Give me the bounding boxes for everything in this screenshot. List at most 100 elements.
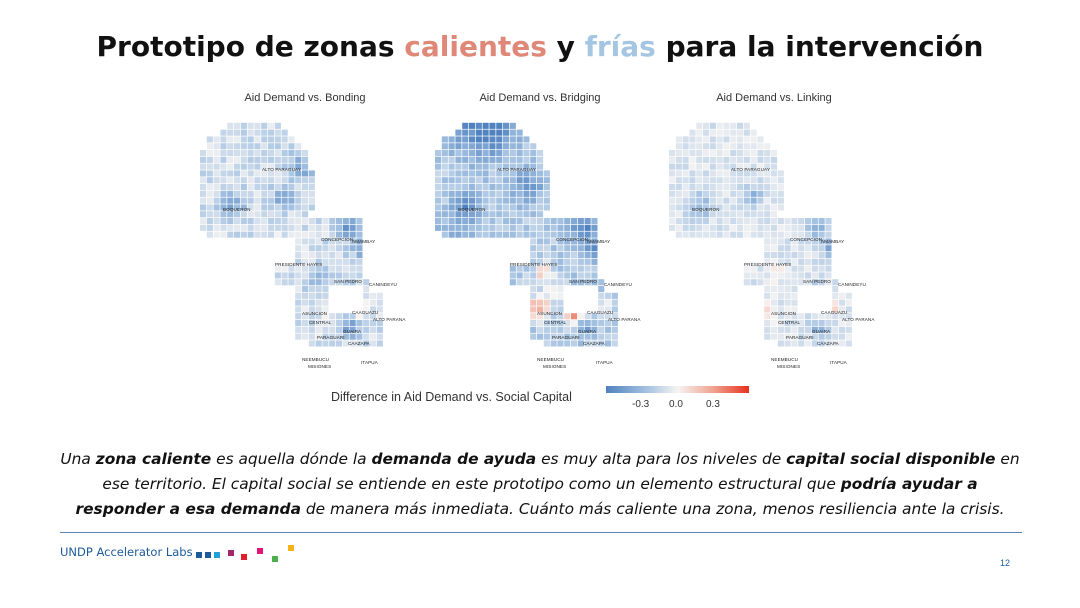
- heatmap-cell: [448, 163, 455, 170]
- heatmap-cell: [315, 320, 322, 327]
- heatmap-cell: [516, 136, 523, 143]
- heatmap-cell: [557, 231, 564, 238]
- heatmap-cell: [764, 252, 771, 259]
- heatmap-cell: [509, 177, 516, 184]
- heatmap-cell: [240, 170, 247, 177]
- map-panel-linking: Aid Demand vs. Linking ALTO PARAGUAY BOQU…: [649, 88, 899, 378]
- heatmap-cell: [455, 204, 462, 211]
- heatmap-cell: [696, 224, 703, 231]
- heatmap-cell: [777, 197, 784, 204]
- heatmap-cell: [315, 340, 322, 347]
- heatmap-cell: [336, 326, 343, 333]
- heatmap-cell: [764, 211, 771, 218]
- heatmap-cell: [213, 150, 220, 157]
- heatmap-cell: [268, 150, 275, 157]
- heatmap-cell: [227, 190, 234, 197]
- heatmap-cell: [295, 320, 302, 327]
- heatmap-cell: [825, 279, 832, 286]
- heatmap-cell: [376, 326, 383, 333]
- heatmap-cell: [308, 252, 315, 259]
- heatmap-cell: [281, 177, 288, 184]
- heatmap-cell: [503, 224, 510, 231]
- heatmap-cell: [336, 218, 343, 225]
- heatmap-cell: [730, 177, 737, 184]
- heatmap-cell: [791, 320, 798, 327]
- heatmap-cell: [584, 258, 591, 265]
- heatmap-cell: [605, 340, 612, 347]
- heatmap-cell: [811, 340, 818, 347]
- heatmap-cell: [213, 224, 220, 231]
- region-label: PARAGUARI: [552, 335, 580, 340]
- heatmap-cell: [530, 156, 537, 163]
- heatmap-cell: [363, 320, 370, 327]
- heatmap-cell: [764, 190, 771, 197]
- heatmap-cell: [475, 211, 482, 218]
- heatmap-cell: [268, 177, 275, 184]
- heatmap-cell: [448, 211, 455, 218]
- heatmap-cell: [315, 286, 322, 293]
- heatmap-cell: [737, 136, 744, 143]
- heatmap-cell: [489, 197, 496, 204]
- heatmap-cell: [469, 190, 476, 197]
- heatmap-cell: [716, 156, 723, 163]
- heatmap-cell: [703, 218, 710, 225]
- heatmap-cell: [342, 279, 349, 286]
- heatmap-cell: [227, 231, 234, 238]
- heatmap-cell: [675, 163, 682, 170]
- heatmap-cell: [791, 326, 798, 333]
- heatmap-cell: [308, 258, 315, 265]
- heatmap-cell: [791, 252, 798, 259]
- heatmap-cell: [723, 184, 730, 191]
- heatmap-cell: [268, 218, 275, 225]
- heatmap-cell: [462, 163, 469, 170]
- heatmap-cell: [363, 313, 370, 320]
- heatmap-cell: [805, 320, 812, 327]
- heatmap-cell: [288, 150, 295, 157]
- heatmap-cell: [591, 320, 598, 327]
- heatmap-cell: [274, 204, 281, 211]
- heatmap-cell: [550, 286, 557, 293]
- heatmap-cell: [308, 184, 315, 191]
- heatmap-cell: [805, 258, 812, 265]
- heatmap-cell: [743, 184, 750, 191]
- heatmap-cell: [530, 177, 537, 184]
- heatmap-cell: [268, 211, 275, 218]
- heatmap-cell: [730, 197, 737, 204]
- heatmap-cell: [571, 320, 578, 327]
- heatmap-cell: [675, 143, 682, 150]
- heatmap-cell: [376, 292, 383, 299]
- heatmap-cell: [469, 136, 476, 143]
- heatmap-cell: [435, 184, 442, 191]
- heatmap-cell: [777, 292, 784, 299]
- heatmap-cell: [455, 177, 462, 184]
- brand-square: [196, 552, 202, 558]
- heatmap-cell: [482, 211, 489, 218]
- heatmap-cell: [254, 204, 261, 211]
- heatmap-cell: [689, 170, 696, 177]
- heatmap-cell: [254, 143, 261, 150]
- heatmap-cell: [611, 340, 618, 347]
- heatmap-cell: [743, 163, 750, 170]
- heatmap-cell: [261, 184, 268, 191]
- heatmap-cell: [281, 150, 288, 157]
- heatmap-cell: [839, 306, 846, 313]
- heatmap-cell: [757, 177, 764, 184]
- heatmap-cell: [530, 238, 537, 245]
- heatmap-cell: [475, 150, 482, 157]
- heatmap-cell: [584, 340, 591, 347]
- heatmap-cell: [771, 265, 778, 272]
- region-label: ALTO PARANA: [373, 317, 406, 322]
- heatmap-cell: [274, 170, 281, 177]
- region-label: BOQUERON: [458, 207, 486, 212]
- heatmap-cell: [696, 136, 703, 143]
- heatmap-cell: [584, 252, 591, 259]
- heatmap-cell: [475, 197, 482, 204]
- map-panel-bridging: Aid Demand vs. Bridging ALTO PARAGUAY BOQ…: [415, 88, 665, 378]
- heatmap-cell: [342, 218, 349, 225]
- region-label: SAN PEDRO: [334, 279, 362, 284]
- heatmap-cell: [503, 156, 510, 163]
- heatmap-cell: [261, 129, 268, 136]
- heatmap-cell: [543, 326, 550, 333]
- heatmap-cell: [295, 197, 302, 204]
- heatmap-cell: [322, 279, 329, 286]
